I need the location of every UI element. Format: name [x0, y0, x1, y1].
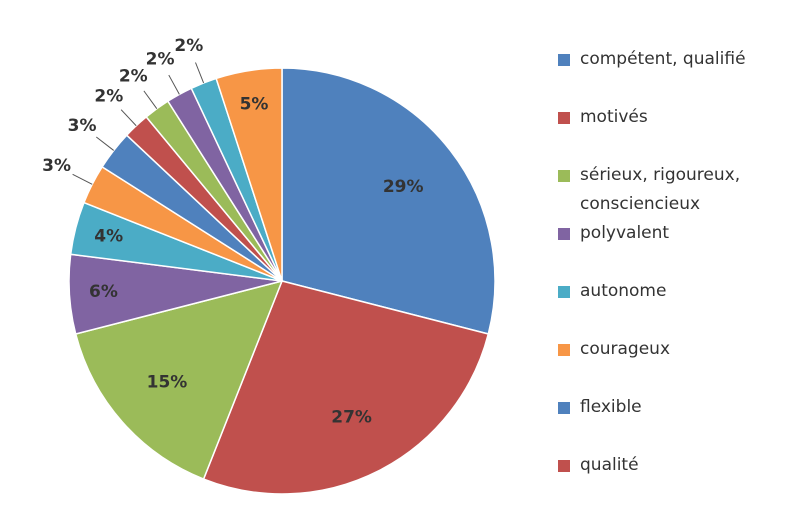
legend-label: qualité [580, 455, 639, 475]
data-label: 15% [147, 372, 188, 392]
data-label: 4% [94, 227, 123, 247]
leader-line [168, 74, 180, 95]
data-label: 3% [42, 156, 71, 176]
data-label: 2% [174, 36, 203, 56]
data-label: 2% [146, 49, 175, 69]
leader-line [120, 109, 137, 127]
legend-swatch [558, 112, 570, 124]
leader-line [72, 173, 93, 185]
leader-line [96, 136, 115, 151]
legend-label: compétent, qualifié [580, 49, 746, 69]
legend-swatch [558, 460, 570, 472]
data-label: 2% [119, 66, 148, 86]
data-label: 27% [331, 408, 372, 428]
leader-line [195, 62, 205, 84]
legend-swatch [558, 170, 570, 182]
leader-line [143, 90, 158, 109]
pie-slice [215, 67, 283, 282]
legend-swatch [558, 54, 570, 66]
data-label: 2% [94, 87, 123, 107]
data-label: 5% [240, 94, 269, 114]
legend-label: sérieux, rigoureux, consciencieux [580, 165, 741, 214]
legend-label: courageux [580, 339, 671, 359]
legend-swatch [558, 286, 570, 298]
data-label: 6% [89, 282, 118, 302]
legend-label: autonome [580, 281, 667, 301]
legend-label: polyvalent [580, 223, 670, 243]
data-label: 3% [68, 116, 97, 136]
legend-swatch [558, 228, 570, 240]
pie-slice [202, 280, 490, 495]
legend-label: motivés [580, 107, 648, 127]
pie-slice [74, 279, 284, 481]
legend-swatch [558, 402, 570, 414]
legend-swatch [558, 344, 570, 356]
data-label: 29% [383, 177, 424, 197]
legend-label: flexible [580, 397, 642, 417]
pie-slice [281, 67, 496, 335]
